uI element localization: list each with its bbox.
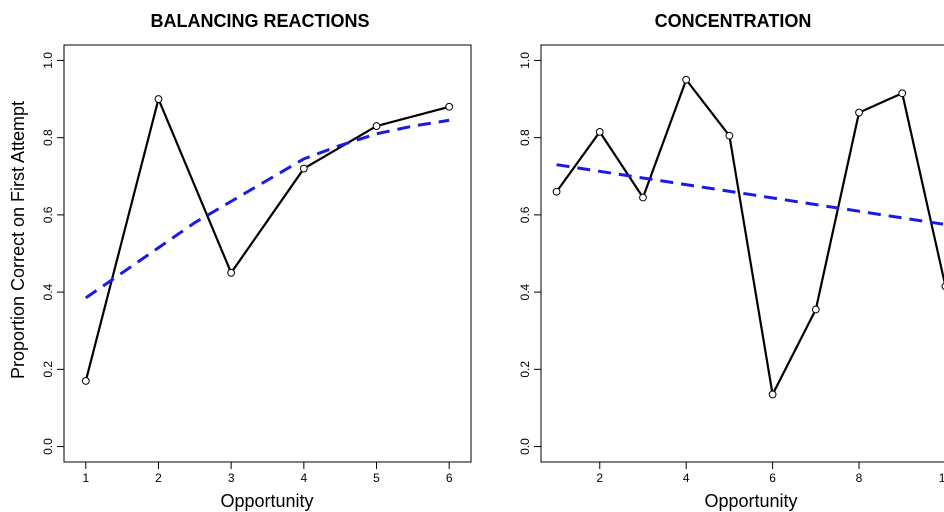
y-tick-label: 0.4: [41, 283, 55, 300]
x-tick-label: 4: [683, 471, 690, 485]
y-axis-concentration: 0.0 0.2 0.4 0.6 0.8 1.0: [518, 52, 541, 455]
x-axis-label-balancing: Opportunity: [220, 491, 313, 511]
trend-line: [84, 118, 450, 300]
y-tick-label: 0.2: [518, 361, 532, 378]
data-point: [768, 390, 777, 399]
data-point: [811, 305, 820, 314]
data-point: [595, 127, 604, 136]
y-tick-label: 0.4: [518, 283, 532, 300]
y-axis-label: Proportion Correct on First Attempt: [8, 101, 28, 379]
chart-title-concentration: CONCENTRATION: [655, 11, 812, 31]
y-tick-label: 0.0: [41, 438, 55, 455]
observed-line: [555, 78, 944, 396]
data-point: [725, 131, 734, 140]
plot-frame-balancing: [63, 44, 472, 463]
x-axis-balancing: 1 2 3 4 5 6: [82, 462, 453, 485]
x-tick-label: 6: [769, 471, 776, 485]
plot-frame-concentration: [540, 44, 944, 463]
y-tick-label: 0.6: [41, 206, 55, 223]
x-tick-label: 2: [596, 471, 603, 485]
data-point: [855, 108, 863, 117]
y-tick-label: 1.0: [518, 52, 532, 69]
series-concentration: [552, 75, 944, 399]
chart-title-balancing: BALANCING REACTIONS: [151, 11, 370, 31]
observed-line: [84, 97, 450, 382]
data-point: [154, 95, 163, 103]
data-point: [227, 268, 236, 277]
x-tick-label: 6: [446, 471, 453, 485]
data-point: [299, 164, 308, 173]
x-tick-label: 10: [939, 471, 944, 485]
y-tick-label: 0.8: [41, 129, 55, 146]
data-point: [81, 377, 90, 385]
y-tick-label: 1.0: [41, 52, 55, 69]
data-point: [682, 75, 691, 84]
x-tick-label: 3: [228, 471, 235, 485]
y-tick-label: 0.6: [518, 206, 532, 223]
x-tick-label: 1: [82, 471, 89, 485]
x-tick-label: 2: [155, 471, 162, 485]
x-axis-label-concentration: Opportunity: [704, 491, 797, 511]
data-point: [372, 122, 381, 130]
y-tick-label: 0.0: [518, 438, 532, 455]
y-tick-label: 0.2: [41, 361, 55, 378]
x-tick-label: 5: [373, 471, 380, 485]
y-axis-balancing: 0.0 0.2 0.4 0.6 0.8 1.0: [41, 52, 64, 455]
trend-line: [556, 163, 944, 226]
data-point: [898, 89, 907, 98]
y-tick-label: 0.8: [518, 129, 532, 146]
data-point: [552, 187, 561, 196]
x-tick-label: 8: [856, 471, 863, 485]
data-point: [445, 102, 454, 111]
x-axis-concentration: 2 4 6 8 10: [596, 462, 944, 485]
x-tick-label: 4: [300, 471, 307, 485]
series-balancing: [81, 95, 454, 385]
data-point: [639, 193, 647, 202]
